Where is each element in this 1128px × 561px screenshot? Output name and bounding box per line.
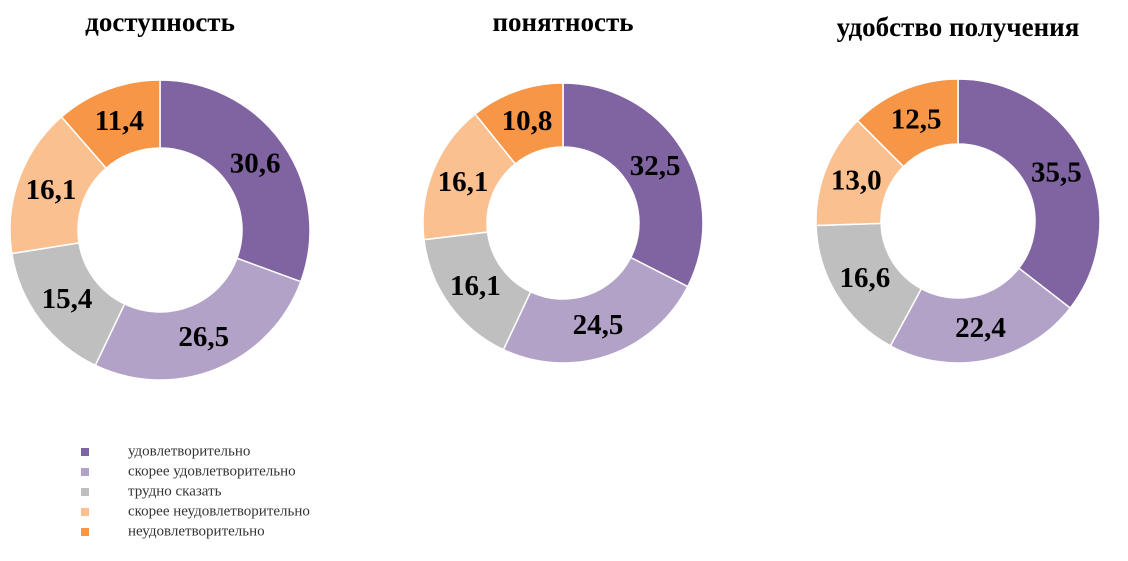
legend-label: трудно сказать bbox=[128, 483, 222, 499]
legend-swatch bbox=[81, 488, 89, 496]
data-label: 16,6 bbox=[839, 262, 890, 294]
data-label: 16,1 bbox=[26, 174, 77, 206]
donut-segment bbox=[957, 78, 1101, 310]
data-label: 16,1 bbox=[450, 270, 501, 302]
chart-title: понятность bbox=[492, 7, 633, 37]
donut-segment bbox=[159, 79, 311, 283]
data-label: 12,5 bbox=[891, 103, 942, 135]
donut-segment bbox=[856, 78, 959, 168]
data-label: 16,1 bbox=[438, 166, 489, 198]
donut-segment bbox=[94, 257, 302, 381]
data-label: 13,0 bbox=[831, 164, 882, 196]
legend-swatch bbox=[81, 468, 89, 476]
donut-segment bbox=[562, 82, 704, 288]
chart-title: доступность bbox=[85, 7, 235, 37]
data-label: 35,5 bbox=[1031, 156, 1082, 188]
legend-swatch bbox=[81, 528, 89, 536]
data-label: 10,8 bbox=[502, 105, 553, 137]
data-label: 26,5 bbox=[178, 321, 229, 353]
data-label: 11,4 bbox=[95, 105, 144, 137]
data-label: 22,4 bbox=[955, 312, 1006, 344]
donut-segment bbox=[502, 256, 689, 364]
legend-label: скорее удовлетворительно bbox=[128, 463, 296, 479]
data-label: 15,4 bbox=[42, 283, 93, 315]
legend-label: неудовлетворительно bbox=[128, 523, 265, 539]
legend-label: скорее неудовлетворительно bbox=[128, 503, 310, 519]
data-label: 32,5 bbox=[630, 150, 681, 182]
donut-segment bbox=[60, 79, 161, 170]
legend-label: удовлетворительно bbox=[128, 443, 250, 459]
legend-swatch bbox=[81, 508, 89, 516]
donut-segment bbox=[889, 267, 1072, 364]
data-label: 24,5 bbox=[573, 309, 624, 341]
chart-title: удобство получения bbox=[837, 12, 1080, 42]
donut-segment bbox=[474, 82, 564, 165]
legend-swatch bbox=[81, 448, 89, 456]
data-label: 30,6 bbox=[230, 147, 281, 179]
